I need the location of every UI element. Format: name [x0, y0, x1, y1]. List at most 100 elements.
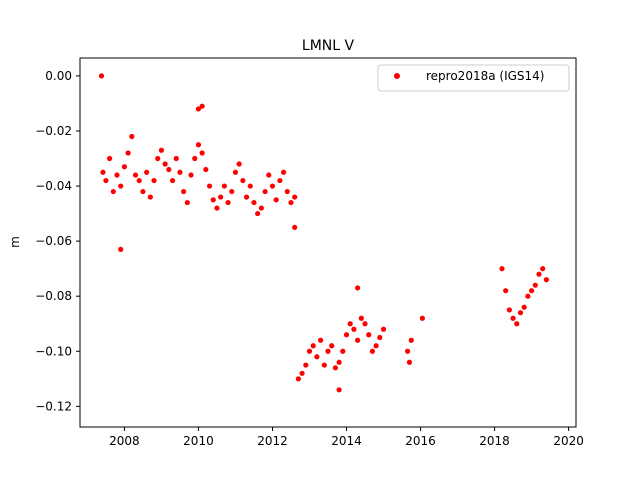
data-point — [140, 188, 146, 195]
data-point — [266, 172, 272, 178]
x-tick-label: 2012 — [257, 434, 288, 448]
data-point — [303, 362, 309, 368]
data-point — [269, 183, 276, 189]
data-point — [173, 155, 179, 162]
data-point — [177, 169, 183, 175]
data-point — [366, 332, 372, 338]
data-point — [521, 304, 527, 310]
y-tick-label: −0.08 — [35, 289, 72, 303]
data-point — [347, 321, 353, 327]
data-point — [380, 326, 387, 332]
data-point — [188, 172, 194, 178]
data-point — [404, 348, 411, 354]
x-axis-ticks: 2008 2010 2012 2014 2016 2018 2020 — [109, 427, 584, 448]
legend: repro2018a (IGS14) — [377, 64, 570, 92]
data-point — [299, 370, 305, 376]
data-point — [232, 169, 239, 175]
data-point — [329, 343, 335, 349]
data-point — [251, 199, 257, 206]
data-point — [243, 194, 250, 200]
data-point — [218, 194, 224, 200]
data-point — [258, 205, 264, 211]
data-point — [247, 183, 253, 189]
data-point — [543, 277, 549, 283]
data-point — [125, 150, 131, 156]
data-point — [195, 142, 202, 148]
data-point — [144, 169, 150, 175]
data-point — [229, 188, 235, 195]
data-point — [236, 161, 242, 167]
plot-frame — [79, 57, 577, 428]
data-point — [210, 197, 216, 203]
data-point — [277, 177, 283, 184]
data-point — [199, 150, 205, 156]
data-points — [98, 73, 549, 393]
data-point — [317, 337, 324, 343]
data-point — [155, 155, 161, 162]
data-point — [358, 315, 364, 321]
data-point — [506, 307, 512, 313]
y-tick-label: −0.04 — [35, 179, 72, 193]
data-point — [532, 282, 538, 288]
data-point — [195, 106, 202, 112]
data-point — [136, 177, 142, 184]
x-tick-label: 2010 — [183, 434, 214, 448]
y-tick-label: −0.06 — [35, 234, 72, 248]
data-point — [121, 164, 128, 170]
data-point — [284, 188, 290, 195]
y-axis-label: m — [8, 236, 22, 248]
data-point — [306, 348, 313, 354]
data-point — [336, 359, 342, 365]
data-point — [98, 73, 105, 79]
y-tick-label: −0.12 — [35, 399, 72, 413]
x-tick-label: 2016 — [405, 434, 436, 448]
data-point — [147, 194, 153, 200]
data-point — [184, 199, 190, 206]
data-point — [151, 177, 157, 184]
x-tick-label: 2014 — [331, 434, 362, 448]
data-point — [158, 147, 165, 153]
y-tick-label: 0.00 — [45, 69, 72, 83]
data-point — [540, 266, 546, 272]
data-point — [517, 310, 524, 316]
data-point — [340, 348, 346, 354]
data-point — [203, 166, 209, 173]
data-point — [362, 321, 368, 327]
legend-box — [377, 64, 570, 92]
data-point — [110, 188, 116, 195]
data-point — [310, 343, 316, 349]
data-point — [262, 188, 268, 195]
data-point — [199, 103, 205, 109]
data-point — [292, 224, 298, 230]
data-point — [118, 246, 124, 252]
legend-label: repro2018a (IGS14) — [426, 69, 544, 83]
data-point — [321, 362, 327, 368]
data-point — [314, 354, 320, 360]
data-point — [295, 376, 301, 382]
data-point — [206, 183, 213, 189]
data-point — [214, 205, 220, 211]
data-point — [503, 288, 509, 294]
data-point — [118, 183, 124, 189]
data-point — [240, 177, 246, 184]
legend-marker — [394, 73, 400, 79]
data-point — [351, 326, 357, 332]
data-point — [332, 365, 339, 371]
data-point — [221, 183, 227, 189]
data-point — [408, 337, 414, 343]
data-point — [132, 172, 139, 178]
data-point — [181, 188, 187, 195]
x-tick-label: 2018 — [479, 434, 510, 448]
y-tick-label: −0.10 — [35, 344, 72, 358]
data-point — [103, 177, 109, 184]
data-point — [343, 332, 350, 338]
data-point — [369, 348, 376, 354]
data-point — [536, 271, 542, 277]
data-point — [406, 359, 413, 365]
data-point — [162, 161, 168, 167]
data-point — [107, 155, 113, 162]
x-tick-label: 2020 — [553, 434, 584, 448]
data-point — [528, 288, 535, 294]
data-point — [510, 315, 516, 321]
